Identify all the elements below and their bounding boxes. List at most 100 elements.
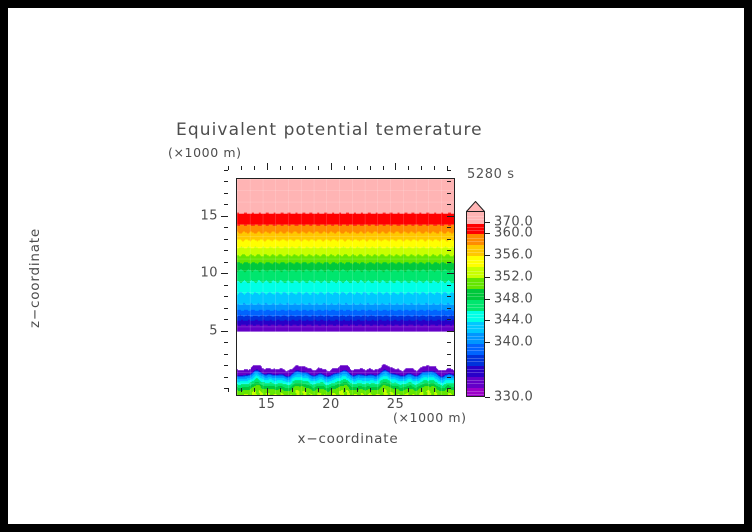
y-tick-right-5 [447, 330, 454, 332]
colorbar: 370.0 360.0 356.0 352.0 348.0 344.0 340.0 330.0 [466, 201, 533, 405]
colorbar-label-344.0: 344.0 [494, 312, 534, 328]
y-tick-right-14 [447, 227, 451, 229]
colorbar-band-4 [467, 343, 484, 355]
colorbar-band-14 [467, 233, 484, 246]
y-tick-6 [224, 319, 228, 321]
y-tick-9 [224, 284, 228, 286]
x-tick-23 [369, 388, 371, 392]
x-axis-unit-label: (×1000 m) [393, 410, 467, 425]
colorbar-band-16 [467, 212, 484, 224]
colorbar-label-352.0: 352.0 [494, 269, 534, 285]
x-tick-top-27 [421, 166, 423, 170]
x-tick-13 [240, 388, 242, 392]
y-tick-8 [224, 296, 228, 298]
x-tick-29 [447, 388, 448, 392]
colorbar-band-11 [467, 266, 484, 279]
colorbar-band-12 [467, 255, 484, 268]
x-tick-20 [331, 388, 333, 395]
y-tick-right-18 [447, 181, 451, 183]
y-tick-13 [224, 238, 228, 240]
y-tick-right-15 [447, 215, 454, 217]
y-tick-right-4 [447, 342, 451, 344]
x-tick-top-17 [292, 166, 294, 170]
colorbar-label-370.0: 370.0 [494, 214, 534, 230]
x-tick-label-15: 15 [257, 397, 276, 412]
colorbar-label-340.0: 340.0 [494, 334, 534, 350]
y-tick-right-3 [447, 353, 451, 355]
colorbar-tick-356.0 [485, 254, 490, 256]
y-tick-right-13 [447, 238, 451, 240]
colorbar-body [466, 211, 485, 397]
x-tick-16 [279, 388, 281, 392]
colorbar-band-8 [467, 299, 484, 312]
colorbar-band-3 [467, 354, 484, 366]
y-tick-right-1 [447, 376, 451, 378]
colorbar-band-0 [467, 387, 484, 396]
x-tick-top-20 [331, 163, 333, 170]
x-tick-top-23 [369, 166, 371, 170]
y-tick-label-5: 5 [209, 323, 218, 339]
x-tick-top-26 [408, 166, 410, 170]
colorbar-band-1 [467, 376, 484, 388]
y-tick-right-12 [447, 250, 451, 252]
x-tick-19 [318, 388, 320, 392]
y-tick-17 [224, 192, 228, 194]
y-tick-4 [224, 342, 228, 344]
y-tick-3 [224, 353, 228, 355]
x-tick-15 [266, 388, 268, 395]
y-tick-right-6 [447, 319, 451, 321]
colorbar-band-9 [467, 288, 484, 301]
y-tick-18 [224, 181, 228, 183]
x-tick-top-28 [434, 166, 436, 170]
x-tick-top-24 [382, 166, 384, 170]
colorbar-band-6 [467, 321, 484, 333]
colorbar-tick-340.0 [485, 342, 490, 344]
y-tick-0 [224, 388, 228, 389]
x-tick-top-15 [266, 163, 268, 170]
y-tick-right-9 [447, 284, 451, 286]
colorbar-band-15 [467, 222, 484, 235]
colorbar-tick-348.0 [485, 298, 490, 300]
x-tick-top-29 [447, 166, 448, 170]
y-tick-16 [224, 204, 228, 206]
y-tick-2 [224, 365, 228, 367]
y-tick-right-8 [447, 296, 451, 298]
x-axis-title: x−coordinate [297, 431, 399, 447]
y-tick-14 [224, 227, 228, 229]
colorbar-tick-352.0 [485, 276, 490, 278]
colorbar-label-348.0: 348.0 [494, 291, 534, 307]
y-tick-right-10 [447, 273, 454, 275]
y-tick-right-0 [447, 388, 451, 389]
y-axis-unit-label: (×1000 m) [168, 145, 242, 160]
x-tick-top-16 [279, 166, 281, 170]
colorbar-band-2 [467, 365, 484, 377]
x-tick-25 [395, 388, 397, 395]
colorbar-band-13 [467, 244, 484, 257]
colorbar-tick-344.0 [485, 320, 490, 322]
y-tick-19 [224, 170, 228, 171]
colorbar-band-7 [467, 310, 484, 322]
y-tick-5 [221, 330, 228, 332]
x-tick-21 [343, 388, 345, 392]
x-tick-top-13 [240, 166, 242, 170]
y-tick-label-10: 10 [200, 265, 218, 281]
y-tick-right-2 [447, 365, 451, 367]
y-tick-12 [224, 250, 228, 252]
x-tick-14 [253, 388, 255, 392]
x-tick-top-25 [395, 163, 397, 170]
x-tick-top-14 [253, 166, 255, 170]
colorbar-band-10 [467, 277, 484, 290]
contour-plot-area [236, 178, 455, 396]
y-tick-right-19 [447, 170, 451, 171]
x-tick-18 [305, 388, 307, 392]
y-tick-15 [221, 215, 228, 217]
colorbar-label-330.0: 330.0 [494, 389, 534, 405]
x-tick-27 [421, 388, 423, 392]
y-tick-10 [221, 273, 228, 275]
x-tick-top-18 [305, 166, 307, 170]
colorbar-band-5 [467, 332, 484, 344]
x-tick-28 [434, 388, 436, 392]
x-tick-17 [292, 388, 294, 392]
y-tick-7 [224, 307, 228, 309]
